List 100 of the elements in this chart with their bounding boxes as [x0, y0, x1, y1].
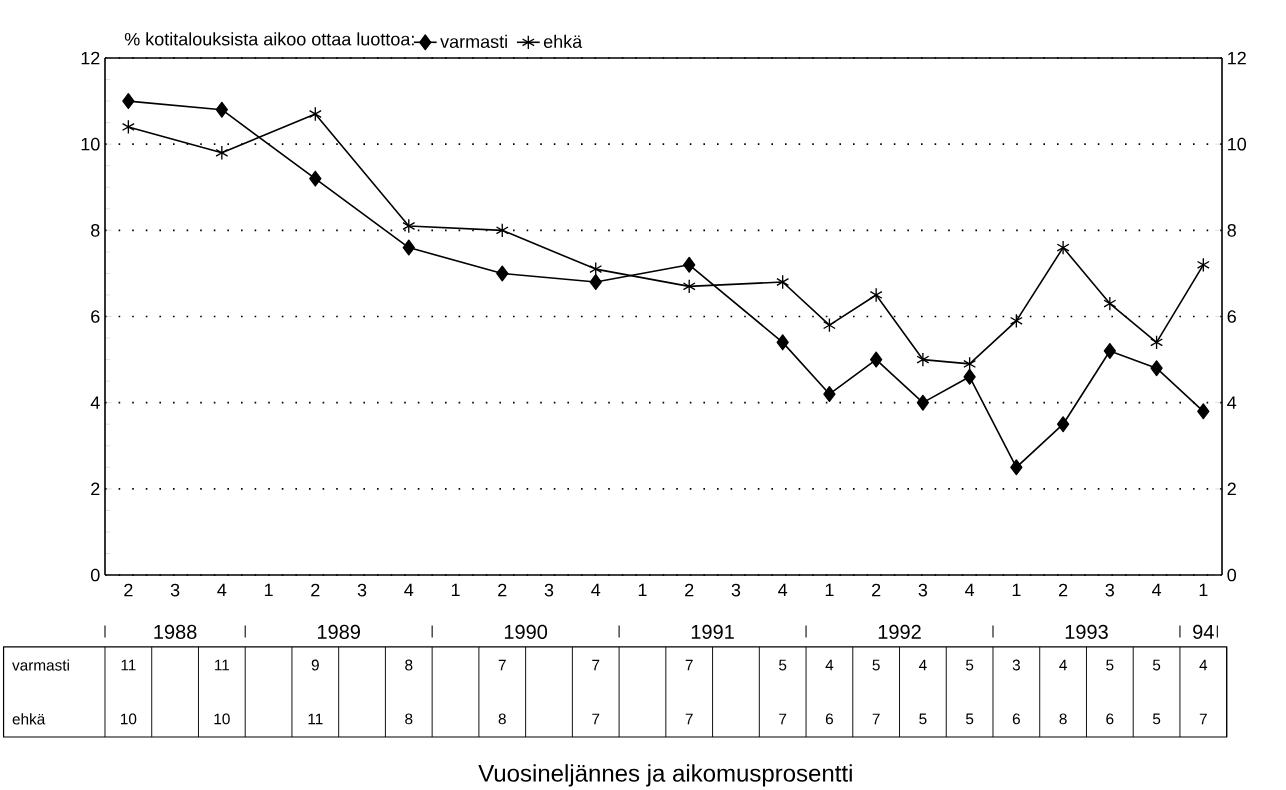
point [916, 394, 930, 411]
y-tick-label: 2 [91, 482, 100, 496]
y-tick-label: 8 [91, 223, 100, 237]
data-label: 6 [1012, 713, 1020, 725]
point [122, 93, 135, 110]
point [1150, 360, 1163, 377]
x-tick-label: 2 [311, 583, 320, 597]
data-label: 7 [1199, 713, 1207, 725]
point [823, 386, 836, 403]
point [308, 106, 322, 122]
point [589, 261, 603, 277]
data-label: 5 [1152, 659, 1161, 671]
y2-tick-label: 0 [1227, 568, 1237, 582]
text: 1991 [691, 624, 734, 639]
x-tick-label: 2 [498, 583, 507, 597]
point [776, 334, 789, 351]
legend-label: varmasti [440, 34, 507, 48]
data-label: 11 [215, 659, 230, 671]
point [402, 239, 415, 256]
text: varmasti [12, 659, 69, 671]
data-label: 4 [918, 659, 927, 671]
x-tick-label: 4 [778, 583, 788, 597]
y-tick-label: 6 [91, 310, 100, 323]
text: 1988 [154, 624, 197, 639]
x-tick-label: 1 [825, 583, 834, 597]
y2-tick-label: 6 [1227, 310, 1236, 323]
data-label: 6 [825, 713, 833, 725]
y-tick-label: 10 [81, 137, 100, 151]
point [1103, 342, 1117, 359]
data-label: 11 [308, 713, 323, 725]
data-label: 9 [311, 659, 319, 671]
x-tick-label: 2 [124, 583, 133, 597]
data-label: 7 [685, 713, 693, 725]
data-label: 7 [592, 659, 600, 671]
x-tick-label: 3 [1105, 583, 1115, 597]
data-label: 3 [1012, 659, 1020, 671]
data-label: 7 [779, 713, 787, 725]
data-label: 5 [1106, 659, 1114, 671]
point [822, 317, 836, 333]
x-tick-label: 4 [591, 583, 601, 597]
point [496, 265, 509, 282]
point [869, 287, 883, 303]
point [589, 274, 602, 291]
x-tick-label: 1 [451, 583, 460, 597]
x-tick-label: 1 [1012, 583, 1021, 597]
data-label: 5 [779, 659, 787, 671]
point [916, 352, 930, 367]
point [682, 279, 696, 294]
data-label: 6 [1106, 713, 1114, 725]
data-label: 4 [1199, 659, 1208, 671]
x-tick-label: 3 [544, 583, 554, 597]
point [1010, 459, 1023, 476]
x-tick-label: 3 [731, 583, 741, 597]
point [683, 256, 696, 273]
y2-tick-label: 2 [1227, 482, 1236, 496]
point [1009, 313, 1023, 329]
data-label: 7 [592, 713, 600, 725]
legend-label: ehkä [543, 34, 583, 48]
data-label: 5 [872, 659, 880, 671]
point [215, 101, 229, 118]
x-tick-label: 3 [918, 583, 928, 597]
data-label: 5 [965, 659, 974, 671]
data-label: 4 [1059, 659, 1067, 671]
data-label: 10 [214, 713, 230, 725]
point [963, 356, 977, 372]
point [309, 170, 322, 187]
x-tick-label: 4 [965, 583, 975, 597]
y-tick-label: 12 [81, 51, 100, 65]
data-label: 8 [405, 713, 413, 725]
point [1056, 240, 1070, 255]
point [495, 223, 509, 238]
x-tick-label: 1 [638, 583, 647, 597]
point [1056, 416, 1070, 433]
text: 1990 [504, 624, 548, 639]
point [121, 119, 135, 135]
data-label: 7 [498, 659, 506, 671]
point [1103, 296, 1117, 311]
x-tick-label: 4 [404, 583, 414, 597]
data-label: 10 [121, 713, 137, 725]
chart-title: % kotitalouksista aikoo ottaa luottoa: [124, 32, 414, 46]
x-tick-label: 4 [1151, 583, 1162, 597]
text: 1989 [317, 624, 360, 639]
point [963, 368, 976, 385]
text: 1992 [878, 624, 921, 639]
data-label: 7 [872, 713, 880, 725]
point [776, 274, 790, 290]
x-tick-label: 2 [872, 583, 881, 597]
point [402, 218, 416, 234]
x-tick-label: 3 [357, 583, 367, 597]
y2-tick-label: 4 [1227, 396, 1237, 409]
text: ehkä [12, 713, 46, 725]
y2-tick-label: 10 [1228, 137, 1247, 151]
x-tick-label: 2 [1059, 583, 1068, 597]
data-label: 8 [1059, 713, 1067, 725]
point [1196, 257, 1210, 273]
point [215, 145, 229, 161]
y2-tick-label: 8 [1227, 223, 1236, 237]
data-label: 7 [685, 659, 693, 671]
data-label: 4 [825, 659, 834, 671]
point [1197, 403, 1210, 420]
